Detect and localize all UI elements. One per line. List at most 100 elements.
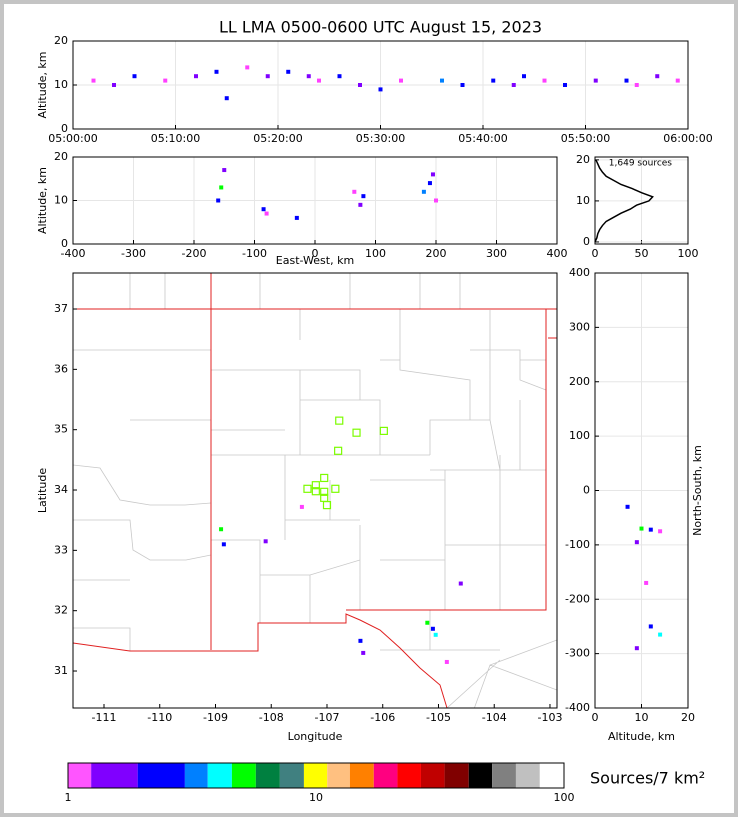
annotation: 1,649 sources bbox=[609, 159, 673, 169]
source-point bbox=[430, 626, 435, 631]
source-point bbox=[221, 542, 226, 547]
y-tick-label: 0 bbox=[583, 235, 590, 248]
y-tick-label: 31 bbox=[54, 664, 68, 677]
x-tick-label: -110 bbox=[147, 711, 172, 724]
y-tick-label: 36 bbox=[54, 362, 68, 375]
map-lines bbox=[73, 273, 557, 708]
source-point bbox=[358, 638, 363, 643]
source-point bbox=[634, 83, 639, 87]
source-point bbox=[563, 83, 567, 87]
x-axis-label: Longitude bbox=[288, 730, 343, 743]
y-tick-label: 100 bbox=[569, 429, 590, 442]
y-tick-label: 0 bbox=[61, 237, 68, 250]
y-tick-label: 20 bbox=[54, 34, 68, 47]
x-tick-label: 1 bbox=[65, 791, 72, 804]
source-point bbox=[219, 527, 224, 532]
source-point bbox=[222, 168, 227, 173]
station bbox=[320, 487, 329, 496]
source-point bbox=[263, 539, 268, 544]
x-tick-label: 0 bbox=[592, 711, 599, 724]
x-tick-label: 50 bbox=[635, 247, 649, 260]
x-tick-label: 10 bbox=[635, 711, 649, 724]
source-point bbox=[522, 74, 526, 79]
color-bin bbox=[397, 763, 421, 788]
station bbox=[335, 416, 344, 425]
source-point bbox=[440, 78, 444, 83]
canvas bbox=[4, 4, 734, 813]
station bbox=[331, 484, 340, 493]
color-bin bbox=[327, 763, 350, 788]
color-bin bbox=[68, 763, 92, 788]
source-point bbox=[299, 504, 304, 509]
y-tick-label: 0 bbox=[61, 122, 68, 135]
source-point bbox=[648, 624, 653, 629]
source-point bbox=[460, 83, 465, 87]
source-point bbox=[430, 172, 435, 177]
x-axis-label: East-West, km bbox=[276, 254, 354, 267]
y-tick-label: 200 bbox=[569, 375, 590, 388]
source-point bbox=[675, 78, 680, 83]
x-tick-label: -106 bbox=[370, 711, 395, 724]
source-point bbox=[624, 78, 629, 83]
y-tick-label: 37 bbox=[54, 302, 68, 315]
source-point bbox=[625, 504, 630, 509]
x-tick-label: 05:30:00 bbox=[356, 132, 405, 145]
source-point bbox=[306, 74, 311, 79]
color-bin bbox=[137, 763, 185, 788]
source-point bbox=[655, 74, 660, 79]
x-tick-label: -200 bbox=[182, 247, 207, 260]
source-point bbox=[358, 83, 362, 87]
x-tick-label: -109 bbox=[203, 711, 228, 724]
axes-frame bbox=[594, 272, 689, 709]
color-bin bbox=[255, 763, 280, 788]
color-bin bbox=[207, 763, 232, 788]
color-bin bbox=[515, 763, 540, 788]
y-tick-label: 400 bbox=[569, 266, 590, 279]
source-point bbox=[542, 78, 547, 83]
x-tick-label: 200 bbox=[426, 247, 447, 260]
axes-frame bbox=[72, 156, 558, 245]
y-axis-label: Altitude, km bbox=[36, 167, 49, 234]
x-tick-label: -104 bbox=[482, 711, 507, 724]
color-bin bbox=[492, 763, 516, 788]
x-tick-label: -105 bbox=[426, 711, 451, 724]
altitude-histogram bbox=[594, 159, 654, 243]
station bbox=[320, 473, 329, 483]
source-point bbox=[216, 198, 221, 203]
station bbox=[379, 426, 388, 435]
color-bin bbox=[303, 763, 328, 788]
source-point bbox=[337, 74, 342, 79]
y-tick-label: -400 bbox=[565, 701, 590, 714]
y-tick-label: 20 bbox=[576, 153, 590, 166]
y-tick-label: -300 bbox=[565, 647, 590, 660]
x-tick-label: -108 bbox=[259, 711, 284, 724]
source-point bbox=[91, 78, 96, 83]
source-point bbox=[644, 580, 649, 585]
source-point bbox=[286, 69, 291, 74]
x-axis-label: Altitude, km bbox=[608, 730, 675, 743]
color-bin bbox=[349, 763, 374, 788]
source-point bbox=[639, 526, 644, 531]
source-point bbox=[425, 620, 430, 625]
source-point bbox=[224, 96, 229, 101]
source-point bbox=[219, 185, 224, 190]
x-tick-label: 06:00:00 bbox=[663, 132, 712, 145]
source-point bbox=[361, 194, 366, 199]
axes-frame bbox=[594, 156, 689, 245]
source-point bbox=[352, 189, 357, 194]
source-point bbox=[194, 74, 198, 79]
x-tick-label: 05:40:00 bbox=[458, 132, 507, 145]
source-point bbox=[648, 527, 653, 532]
source-point bbox=[214, 69, 219, 74]
source-point bbox=[634, 646, 639, 651]
axes-frame bbox=[72, 40, 689, 130]
source-point bbox=[444, 659, 449, 664]
y-tick-label: 10 bbox=[576, 194, 590, 207]
x-tick-label: 05:00:00 bbox=[48, 132, 97, 145]
source-point bbox=[317, 78, 321, 83]
x-tick-label: 100 bbox=[554, 791, 575, 804]
x-tick-label: 05:20:00 bbox=[253, 132, 302, 145]
x-tick-label: -111 bbox=[92, 711, 117, 724]
x-tick-label: -107 bbox=[315, 711, 340, 724]
